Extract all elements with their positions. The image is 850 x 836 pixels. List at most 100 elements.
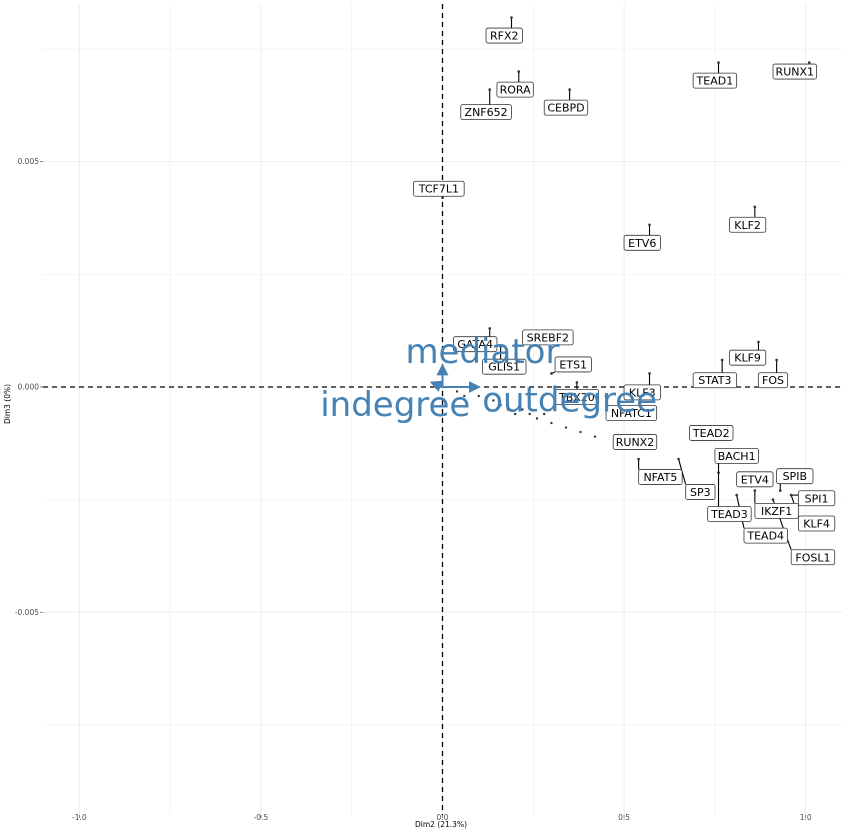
variable-label: outdegree <box>482 380 657 420</box>
point-label-box <box>453 336 498 353</box>
point-label-text: TEAD2 <box>692 427 730 440</box>
data-point <box>753 489 757 492</box>
point-label-box <box>485 27 523 44</box>
point-label: TEAD3 <box>707 506 752 522</box>
data-point <box>808 61 811 64</box>
point-label-text: TBX20 <box>558 391 595 404</box>
data-point <box>771 498 775 501</box>
point-label-box <box>776 468 814 485</box>
point-labels: RFX2 RUNX1 TEAD1 RORA ZNF652 CEBPD TCF7L1 KLF2 E… <box>413 27 836 566</box>
data-point <box>499 345 502 348</box>
x-tick-label: -1.0 <box>72 813 87 822</box>
data-point <box>720 358 724 362</box>
point-label-text: SREBF2 <box>527 331 569 344</box>
point-label-text: RORA <box>500 84 531 97</box>
data-point <box>535 417 539 420</box>
data-point <box>550 372 553 375</box>
x-axis-title: Dim2 (21.3%) <box>415 820 467 829</box>
point-label-box <box>623 234 661 251</box>
y-axis-title: Dim3 (0%) <box>3 384 12 424</box>
point-label-text: TEAD3 <box>710 508 748 521</box>
data-point <box>575 381 579 384</box>
point-label: FOSL1 <box>790 549 836 566</box>
point-label: IKZF1 <box>754 502 799 519</box>
data-point <box>579 430 582 434</box>
data-point <box>757 340 760 344</box>
point-label-text: STAT3 <box>698 374 731 387</box>
point-label-box <box>714 448 759 464</box>
point-label-box <box>772 63 817 80</box>
data-point <box>441 196 444 200</box>
point-label: ETV4 <box>736 471 774 488</box>
point-label-box <box>638 469 683 485</box>
data-point <box>789 493 793 497</box>
data-point <box>542 412 546 416</box>
data-point <box>593 435 597 438</box>
data-point <box>564 426 568 429</box>
point-label-box <box>736 471 774 488</box>
data-point <box>717 471 720 474</box>
variable-arrow <box>429 380 444 392</box>
point-label: TCF7L1 <box>413 180 465 197</box>
data-point <box>528 412 531 416</box>
point-label-box <box>689 425 734 441</box>
point-label: CEBPD <box>543 99 589 116</box>
point-label-box <box>743 527 788 544</box>
y-tick-label: -0.005 <box>15 608 39 617</box>
data-point <box>775 358 778 362</box>
axes: -1.0 -0.5 0.0 0.5 1.0 -0.005 0.000 0.005 <box>15 157 812 822</box>
point-label-box <box>754 502 799 519</box>
point-label: FOS <box>757 372 789 389</box>
data-point <box>488 88 492 91</box>
point-label: RFX2 <box>485 27 523 44</box>
point-label-text: TCF7L1 <box>418 183 459 196</box>
data-point <box>568 88 571 91</box>
data-point <box>521 408 524 411</box>
data-point <box>499 403 502 407</box>
point-label-text: RUNX2 <box>616 436 654 449</box>
point-label-text: GATA4 <box>457 338 493 351</box>
point-label-text: TEAD1 <box>696 75 734 88</box>
data-point <box>488 327 492 330</box>
point-label-box <box>460 104 512 121</box>
point-label: ETV6 <box>623 234 661 251</box>
point-label-box <box>790 549 836 566</box>
point-label: TEAD1 <box>692 72 738 89</box>
point-label-box <box>554 388 600 405</box>
point-label-box <box>728 216 767 233</box>
point-label: BACH1 <box>714 448 759 464</box>
point-label: SPI1 <box>797 490 836 507</box>
point-label: KLF4 <box>797 515 836 532</box>
point-label: ZNF652 <box>460 104 512 121</box>
point-label-text: FOSL1 <box>795 551 830 564</box>
data-point <box>550 421 553 425</box>
data-points <box>441 16 811 501</box>
data-point <box>735 493 738 497</box>
point-label: KLF3 <box>623 384 661 401</box>
point-label-text: IKZF1 <box>761 505 792 518</box>
data-point <box>506 408 510 411</box>
point-label-box <box>685 484 716 500</box>
data-point <box>753 205 757 209</box>
data-point <box>677 457 680 461</box>
point-label-text: TEAD4 <box>746 530 784 543</box>
x-tick-label: 1.0 <box>800 813 812 822</box>
point-label-box <box>797 515 836 532</box>
data-point <box>517 70 521 73</box>
point-label-box <box>522 329 574 346</box>
variable-arrows: mediator indegree outdegree <box>320 332 657 425</box>
point-label-text: BACH1 <box>718 450 756 463</box>
point-label: KLF9 <box>728 349 767 366</box>
variable-label: indegree <box>320 385 470 425</box>
point-label: TEAD2 <box>689 425 734 441</box>
x-tick-label: 0.0 <box>437 813 449 822</box>
x-tick-label: 0.5 <box>618 813 630 822</box>
point-label-box <box>612 434 658 450</box>
point-label: KLF2 <box>728 216 767 233</box>
point-label: RUNX1 <box>772 63 817 80</box>
point-label-box <box>757 372 789 389</box>
data-point <box>463 394 466 398</box>
point-label-box <box>692 72 738 89</box>
point-label: ETS1 <box>554 356 592 373</box>
